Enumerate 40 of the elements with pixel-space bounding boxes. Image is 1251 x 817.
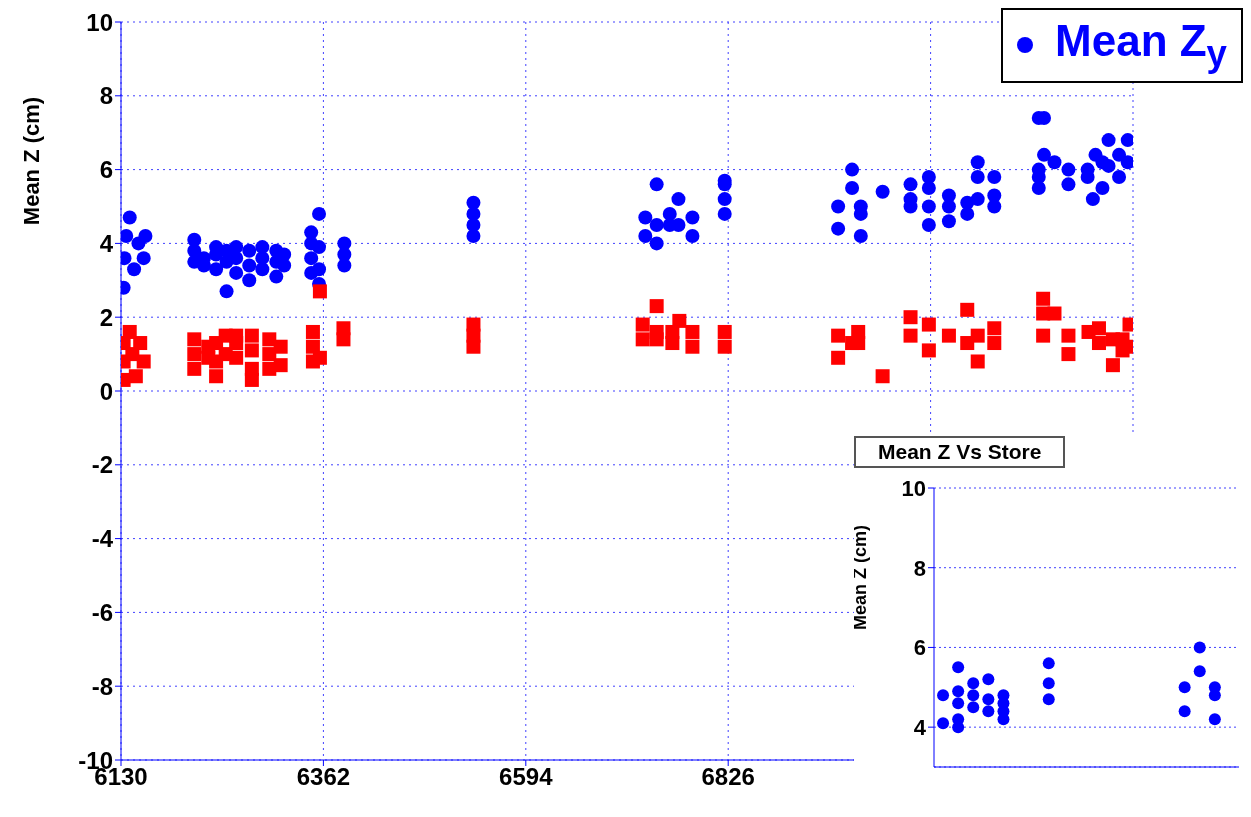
point	[982, 705, 995, 718]
y-axis-title: Mean Z (cm)	[18, 96, 44, 226]
point	[982, 673, 995, 686]
chart-title: Mean Z Vs Store	[854, 436, 1066, 468]
point	[982, 693, 995, 706]
point	[967, 689, 980, 702]
y-tick-label: 6	[913, 635, 926, 661]
point	[967, 677, 980, 690]
point	[952, 697, 965, 710]
point	[1178, 705, 1191, 718]
x-tick-label: 6826	[701, 763, 755, 791]
y-tick-label: -2	[91, 451, 113, 479]
x-tick-label: 6362	[296, 763, 351, 791]
point	[952, 685, 965, 698]
y-tick-label: 10	[86, 8, 113, 36]
y-tick-label: 0	[99, 377, 113, 405]
point	[952, 661, 965, 674]
x-tick-label: 6594	[499, 763, 554, 791]
point	[1042, 693, 1055, 706]
y-tick-label: 4	[99, 229, 114, 257]
point	[1178, 681, 1191, 694]
y-tick-label: 4	[913, 714, 927, 740]
point	[1042, 677, 1055, 690]
y-tick-label: -4	[91, 525, 114, 553]
y-tick-label: 6	[99, 156, 113, 184]
y-tick-label: 2	[99, 303, 113, 331]
point	[937, 717, 950, 730]
point	[1042, 657, 1055, 670]
point	[1193, 641, 1206, 654]
point	[967, 701, 980, 714]
y-tick-label: -6	[91, 598, 113, 626]
y-tick-label: -8	[91, 672, 113, 700]
y-tick-label: 8	[99, 82, 113, 110]
point	[937, 689, 950, 702]
point	[1193, 665, 1206, 678]
y-axis-title: Mean Z (cm)	[850, 524, 871, 631]
legend-label: Mean Z$_{y}$	[1055, 16, 1227, 75]
y-tick-label: 8	[913, 555, 926, 581]
point	[1208, 713, 1221, 726]
y-tick-label: 10	[901, 475, 926, 501]
